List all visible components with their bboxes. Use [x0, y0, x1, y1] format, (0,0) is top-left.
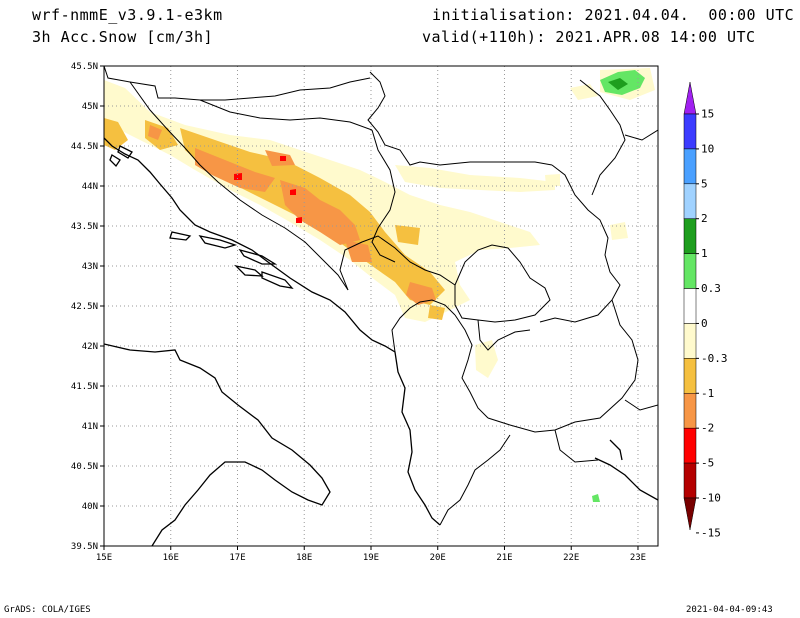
snow-heavy-area — [195, 148, 275, 192]
snow-extreme-area — [234, 173, 242, 180]
lat-tick-label: 40.5N — [71, 462, 98, 472]
colorbar-label: -2 — [701, 422, 714, 435]
colorbar-label: 1 — [701, 247, 708, 260]
colorbar-swatch — [683, 218, 697, 254]
colorbar-label: 0 — [701, 317, 708, 330]
snow-light-area — [395, 165, 555, 192]
lat-tick-label: 42.5N — [71, 302, 98, 312]
lon-tick-label: 20E — [430, 553, 446, 563]
colorbar-swatch — [683, 148, 697, 185]
colorbar-label: -1 — [701, 387, 714, 400]
lon-tick-label: 19E — [363, 553, 379, 563]
lon-tick-label: 18E — [296, 553, 312, 563]
italy-coastline — [104, 343, 331, 546]
snow-extreme-area — [280, 156, 286, 161]
snow-extreme-area — [296, 217, 302, 223]
colorbar-label: 0.3 — [701, 282, 721, 295]
render-timestamp: 2021-04-04-09:43 — [686, 605, 773, 615]
balkan-coastline — [104, 137, 441, 526]
lat-tick-label: 45N — [82, 102, 98, 112]
colorbar-label: -5 — [701, 457, 714, 470]
snow-light-area — [475, 340, 498, 378]
lon-tick-label: 23E — [630, 553, 646, 563]
colorbar-swatch — [683, 113, 697, 150]
colorbar-label: -0.3 — [701, 352, 728, 365]
model-label: wrf-nmmE_v3.9.1-e3km — [32, 6, 223, 24]
snow-gain-area — [608, 78, 628, 90]
colorbar-swatch — [683, 427, 697, 464]
snow-light-area — [570, 84, 598, 100]
colorbar-swatch — [683, 462, 697, 499]
colorbar-label: 2 — [701, 212, 708, 225]
snow-light-area — [610, 222, 628, 240]
colorbar-label: -15 — [701, 526, 721, 539]
coastlines — [104, 137, 658, 546]
lat-tick-label: 41N — [82, 422, 98, 432]
colorbar-swatch — [683, 393, 697, 429]
snow-extreme-area — [290, 189, 296, 195]
colorbar-bottom-triangle — [683, 497, 697, 531]
colorbar-swatch — [683, 358, 697, 394]
snow-heavy-area — [406, 282, 436, 305]
snow-moderate-area — [395, 225, 420, 245]
lat-tick-label: 44N — [82, 182, 98, 192]
colorbar-top-triangle — [683, 81, 697, 115]
init-time: initialisation: 2021.04.04. 00:00 UTC — [432, 6, 795, 24]
lat-tick-label: 44.5N — [71, 142, 98, 152]
lat-tick-label: 39.5N — [71, 542, 98, 552]
colorbar-swatch — [683, 253, 697, 289]
colorbar-swatch — [683, 288, 697, 324]
valid-time: valid(+110h): 2021.APR.08 14:00 UTC — [422, 28, 756, 46]
lat-tick-label: 42N — [82, 342, 98, 352]
colorbar-swatch — [683, 183, 697, 219]
colorbar-label: 15 — [701, 108, 714, 121]
lon-tick-label: 21E — [496, 553, 512, 563]
lat-tick-label: 40N — [82, 502, 98, 512]
lat-tick-label: 45.5N — [71, 62, 98, 72]
colorbar-swatch — [683, 323, 697, 359]
snow-moderate-area — [104, 118, 128, 150]
credit-label: GrADS: COLA/IGES — [4, 605, 91, 615]
colorbar-label: 5 — [701, 177, 708, 190]
lat-tick-label: 43.5N — [71, 222, 98, 232]
colorbar: 15 10 5 2 1 0.3 0 -0.3 -1 -2 -5 -10 -15 — [683, 81, 728, 539]
snow-light-area — [545, 174, 560, 186]
snow-heavy-area — [345, 240, 372, 262]
snow-field — [104, 68, 655, 502]
snow-gain-area — [592, 494, 600, 502]
snow-moderate-area — [428, 305, 445, 320]
snow-heavy-area — [148, 125, 162, 140]
lon-tick-label: 22E — [563, 553, 579, 563]
colorbar-label: 10 — [701, 142, 714, 155]
field-label: 3h Acc.Snow [cm/3h] — [32, 28, 214, 46]
country-borders — [104, 66, 658, 526]
lon-tick-label: 15E — [96, 553, 112, 563]
lat-tick-label: 43N — [82, 262, 98, 272]
snow-heavy-area — [280, 180, 360, 245]
axis-ticks: 15E 16E 17E 18E 19E 20E 21E 22E 23E 45.5N 45N 44.5N… — [71, 62, 646, 563]
lat-tick-label: 41.5N — [71, 382, 98, 392]
lon-tick-label: 17E — [229, 553, 245, 563]
lon-tick-label: 16E — [163, 553, 179, 563]
colorbar-label: -10 — [701, 492, 721, 505]
